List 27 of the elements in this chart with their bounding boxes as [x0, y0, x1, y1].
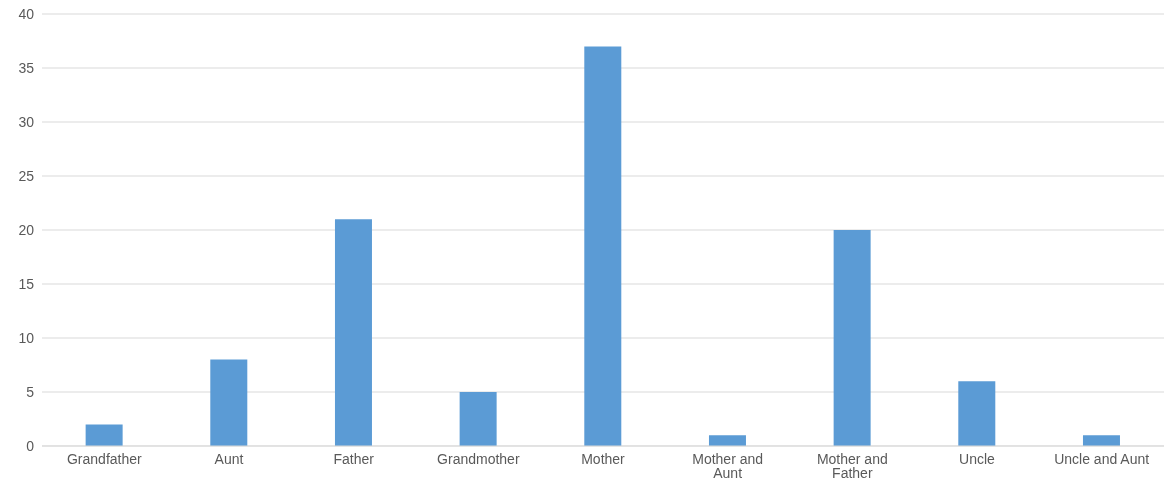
bar: [833, 230, 871, 446]
x-tick-label: Aunt: [214, 450, 244, 467]
x-tick-label: Grandfather: [66, 450, 143, 467]
bar: [958, 381, 996, 446]
x-tick-label: Uncle: [959, 450, 996, 467]
bar: [334, 219, 372, 446]
y-tick-label: 10: [18, 329, 35, 346]
bar: [85, 424, 123, 446]
y-tick-label: 30: [18, 113, 35, 130]
bar: [1082, 435, 1120, 446]
y-tick-label: 25: [18, 167, 35, 184]
y-tick-label: 0: [26, 437, 35, 454]
y-tick-label: 40: [18, 5, 35, 22]
x-tick-label: Grandmother: [437, 450, 520, 467]
x-tick-label: Father: [333, 450, 375, 467]
bar: [584, 46, 622, 446]
bar: [708, 435, 746, 446]
y-tick-label: 5: [26, 383, 35, 400]
bar: [459, 392, 497, 446]
bar: [210, 359, 248, 446]
y-tick-label: 15: [18, 275, 35, 292]
y-tick-label: 35: [18, 59, 35, 76]
x-tick-label: Uncle and Aunt: [1054, 450, 1150, 467]
x-tick-label: Mother: [581, 450, 626, 467]
x-tick-label: Mother and Aunt: [692, 450, 764, 481]
y-tick-label: 20: [18, 221, 35, 238]
x-tick-label: Mother and Father: [816, 450, 888, 481]
